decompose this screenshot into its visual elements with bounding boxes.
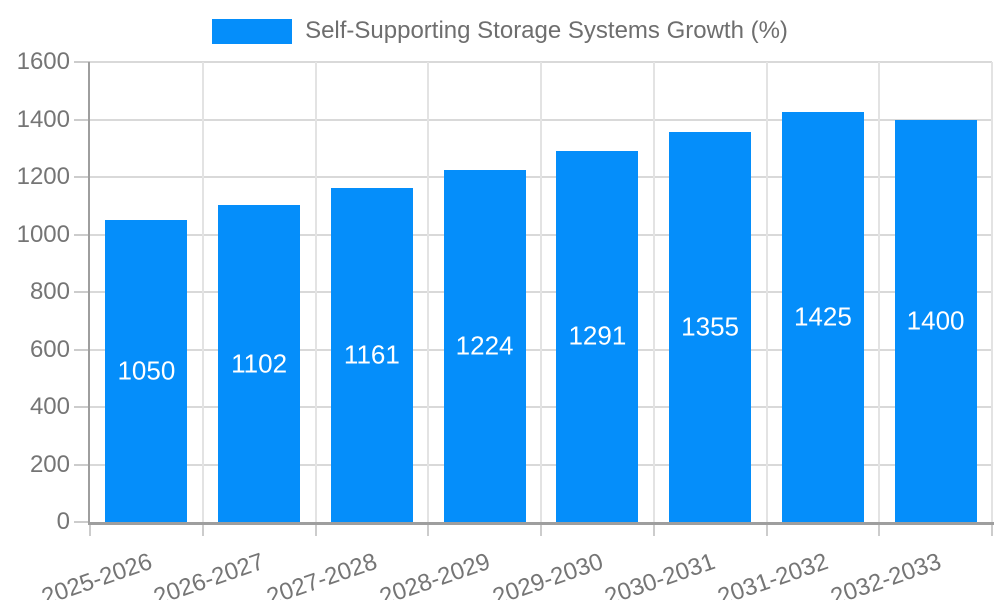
- legend[interactable]: Self-Supporting Storage Systems Growth (…: [0, 17, 1000, 45]
- gridline-v: [878, 62, 881, 522]
- bar-value-label: 1355: [681, 311, 740, 342]
- bar-value-label: 1161: [343, 339, 400, 370]
- bar-value-label: 1102: [231, 348, 288, 379]
- gridline-v: [201, 62, 204, 522]
- legend-swatch: [212, 18, 293, 44]
- bar[interactable]: [669, 132, 752, 522]
- gridline-v: [652, 62, 655, 522]
- x-axis-label: 2029-2030: [488, 548, 607, 600]
- x-tick-mark: [314, 522, 317, 536]
- y-tick-mark: [74, 118, 90, 121]
- x-axis-label: 2028-2029: [376, 548, 494, 600]
- x-axis-line: [88, 522, 994, 525]
- bar[interactable]: [781, 112, 864, 522]
- y-tick-mark: [74, 291, 90, 293]
- y-axis-tick-label: 800: [29, 278, 70, 305]
- bar[interactable]: [556, 150, 639, 522]
- legend-label: Self-Supporting Storage Systems Growth (…: [305, 17, 788, 44]
- y-axis-tick-label: 1000: [16, 220, 70, 248]
- y-tick-mark: [74, 176, 90, 178]
- x-axis-label: 2030-2031: [601, 548, 719, 600]
- bar[interactable]: [330, 188, 413, 522]
- y-axis-tick-label: 400: [29, 393, 70, 420]
- gridline-v: [540, 62, 542, 522]
- x-tick-mark: [540, 522, 542, 536]
- y-tick-mark: [74, 521, 90, 523]
- bar[interactable]: [894, 119, 977, 522]
- bar-value-label: 1291: [568, 320, 627, 351]
- x-tick-mark: [765, 522, 768, 536]
- x-tick-mark: [427, 522, 430, 536]
- bar-value-label: 1050: [117, 355, 176, 386]
- gridline-v: [314, 62, 317, 522]
- x-tick-mark: [652, 522, 655, 536]
- y-axis-tick-label: 600: [29, 335, 70, 363]
- y-axis-tick-label: 1200: [16, 163, 70, 190]
- bar-value-label: 1400: [906, 305, 965, 336]
- x-tick-mark: [89, 522, 91, 536]
- bar[interactable]: [218, 205, 301, 522]
- x-axis-label: 2027-2028: [263, 548, 381, 600]
- y-axis-tick-label: 200: [29, 450, 70, 478]
- x-axis-label: 2025-2026: [37, 548, 156, 600]
- bar[interactable]: [105, 220, 188, 522]
- x-tick-mark: [878, 522, 881, 536]
- y-tick-mark: [74, 406, 90, 408]
- bar-value-label: 1425: [793, 301, 852, 332]
- y-axis-tick-label: 0: [56, 508, 70, 535]
- y-tick-mark: [74, 348, 90, 351]
- bar-value-label: 1224: [455, 330, 514, 361]
- x-tick-mark: [201, 522, 204, 536]
- x-tick-mark: [991, 522, 993, 536]
- gridline-v: [765, 62, 768, 522]
- gridline-v: [427, 62, 430, 522]
- y-axis-tick-label: 1600: [16, 48, 70, 75]
- y-tick-mark: [74, 233, 90, 236]
- y-tick-mark: [74, 463, 90, 466]
- y-axis-line: [88, 62, 90, 524]
- gridline-v: [991, 62, 993, 522]
- x-axis-label: 2031-2032: [714, 548, 832, 600]
- x-axis-label: 2026-2027: [150, 548, 268, 600]
- y-axis-tick-label: 1400: [16, 105, 70, 133]
- x-axis-label: 2032-2033: [827, 548, 945, 600]
- bar[interactable]: [443, 170, 526, 522]
- y-tick-mark: [74, 61, 90, 63]
